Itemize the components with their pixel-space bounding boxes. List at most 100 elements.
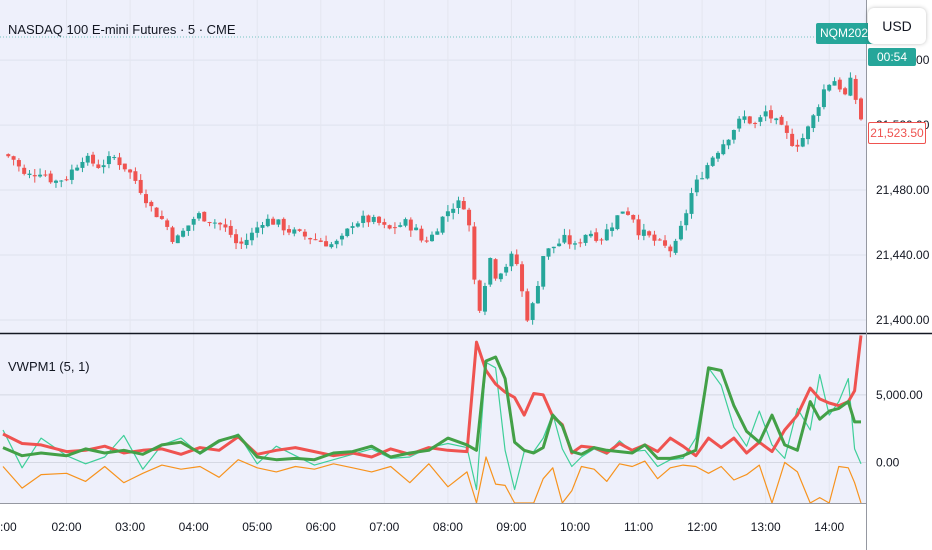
candle-body [551, 246, 556, 249]
candle [747, 115, 752, 125]
candle-body [207, 222, 212, 224]
price-axis-bg [866, 0, 932, 550]
candle-body [32, 175, 37, 177]
candle [673, 238, 678, 255]
candle-body [170, 227, 175, 242]
candle-body [700, 178, 705, 180]
time-tick-label: 02:00 [52, 520, 82, 534]
candle-body [774, 118, 779, 121]
candle-body [562, 234, 567, 243]
candle-body [800, 137, 805, 147]
candle [647, 230, 652, 238]
candle [276, 219, 281, 228]
candle-body [186, 225, 191, 231]
candle-body [779, 116, 784, 125]
candle-body [398, 225, 403, 227]
candle [207, 221, 212, 227]
candle [440, 216, 445, 235]
candle [832, 77, 837, 86]
candle [843, 86, 848, 96]
candle-body [689, 193, 694, 214]
candle [302, 229, 307, 240]
candle [361, 210, 366, 228]
candle [69, 164, 74, 185]
candle-body [144, 194, 148, 204]
candle-body [647, 231, 652, 236]
candle [588, 230, 593, 238]
candle-body [361, 215, 366, 223]
candle [218, 222, 223, 231]
time-tick-label: 13:00 [751, 520, 781, 534]
candle [684, 209, 689, 231]
candle-body [355, 223, 360, 227]
price-gridlines [0, 0, 866, 333]
candle [663, 235, 668, 248]
time-tick-label: 10:00 [560, 520, 590, 534]
candle [292, 227, 297, 237]
candle-body [408, 219, 413, 231]
candle [620, 211, 625, 214]
candle [837, 77, 842, 93]
symbol-title[interactable]: NASDAQ 100 E-mini Futures · 5 · CME [8, 22, 236, 37]
candle-body [853, 78, 858, 100]
candle [419, 225, 424, 243]
candle [562, 228, 567, 245]
candle [710, 155, 715, 167]
candle [408, 217, 413, 237]
candle-body [848, 77, 853, 96]
candle-body [302, 231, 307, 237]
candle-body [106, 156, 111, 165]
candle [64, 176, 69, 182]
countdown-badge: 00:54 [868, 48, 916, 66]
time-tick-label: 11:00 [624, 520, 653, 534]
price-pane-bg [0, 0, 866, 333]
candle-body [641, 229, 646, 236]
candle [625, 207, 630, 216]
candle-body [557, 243, 562, 247]
candle [657, 238, 662, 241]
candle-body [742, 116, 747, 120]
candle [535, 281, 540, 304]
candle-body [451, 208, 456, 213]
candle-body [668, 246, 673, 252]
candle-body [112, 157, 117, 159]
candle-body [53, 180, 58, 183]
candle-body [43, 174, 48, 176]
candle [186, 225, 191, 236]
candle [324, 235, 329, 247]
candle [212, 219, 217, 229]
candle-body [117, 157, 122, 166]
candle-body [599, 239, 604, 241]
candle [59, 180, 64, 188]
candle [610, 222, 615, 237]
candle-body [366, 215, 371, 223]
candle-body [530, 303, 535, 320]
candle-body [731, 130, 736, 140]
candle-body [684, 213, 689, 226]
candle-body [594, 232, 599, 241]
candle [716, 151, 720, 162]
candle [308, 237, 313, 245]
candle-body [588, 233, 593, 237]
candle [165, 218, 170, 231]
candle-body [784, 125, 789, 133]
candle [430, 231, 434, 242]
candle-body [631, 215, 636, 220]
candle-body [27, 173, 32, 176]
candle [721, 139, 726, 156]
indicator-label[interactable]: VWPM1 (5, 1) [8, 359, 90, 374]
candle [334, 239, 339, 249]
currency-button[interactable]: USD [868, 8, 926, 44]
candle [768, 105, 773, 124]
candle-body [573, 243, 577, 245]
candle-body [11, 156, 16, 160]
candle [345, 228, 350, 238]
candle-body [514, 254, 519, 265]
candle-body [710, 157, 715, 166]
time-tick-label: 06:00 [306, 520, 336, 534]
candle-body [806, 126, 811, 140]
candle-body [859, 98, 863, 120]
candle-body [604, 229, 609, 241]
